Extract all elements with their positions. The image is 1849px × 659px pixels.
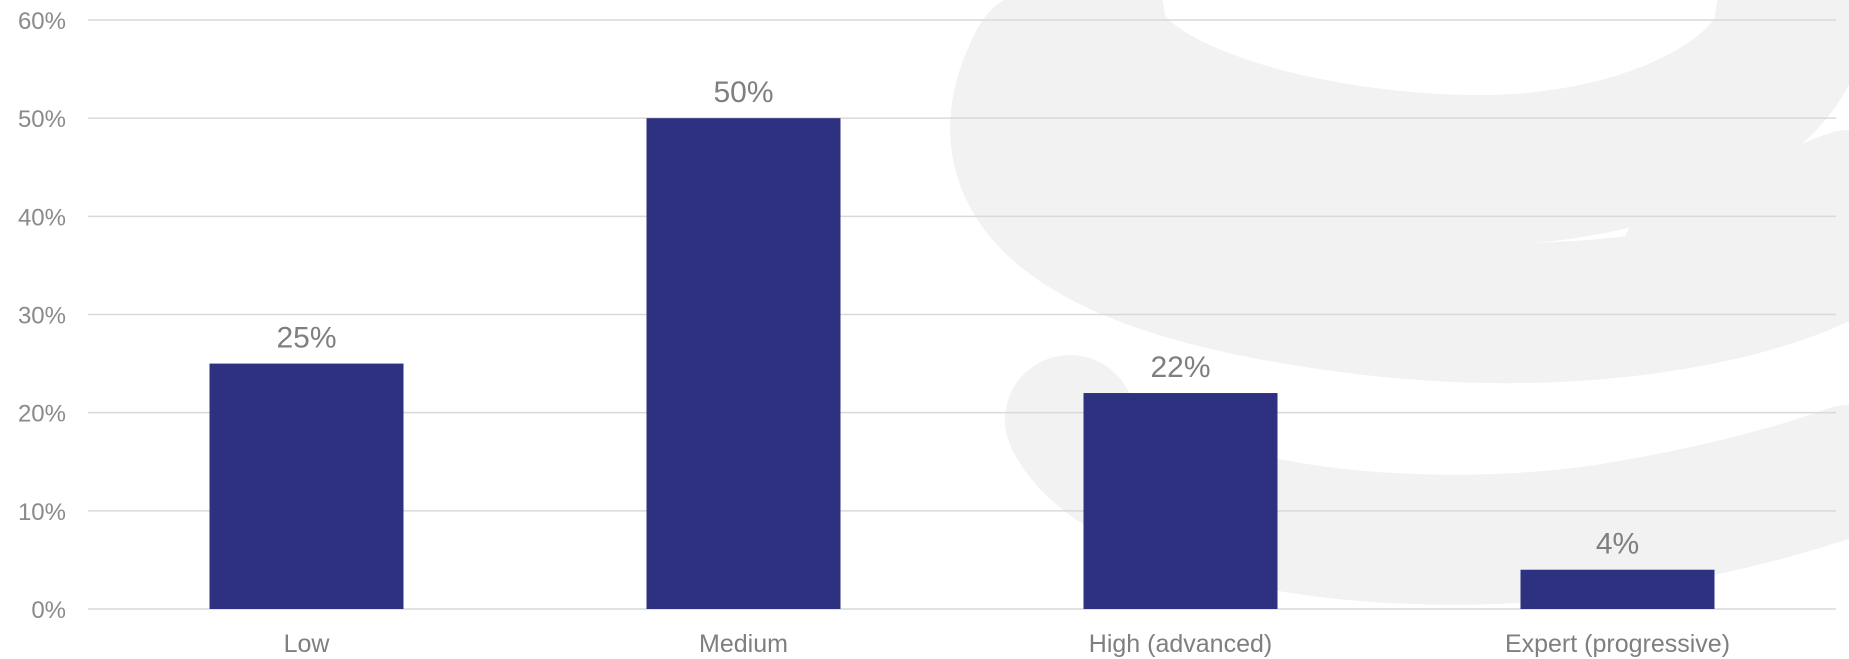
x-tick-label: Medium xyxy=(699,630,788,658)
y-axis-ticks: 0% 10% 20% 30% 40% 50% 60% xyxy=(18,8,66,624)
data-label: 25% xyxy=(276,322,336,355)
bar xyxy=(1520,569,1715,609)
y-tick-label: 50% xyxy=(18,106,66,133)
x-axis-labels: Low Medium High (advanced) Expert (progress… xyxy=(284,630,1730,658)
y-tick-label: 20% xyxy=(18,401,66,428)
x-tick-label: Low xyxy=(284,630,331,658)
y-tick-label: 60% xyxy=(18,8,66,35)
data-labels: 25% 50% 22% 4% xyxy=(276,76,1639,561)
y-tick-label: 40% xyxy=(18,204,66,231)
watermark-arc-right xyxy=(1620,130,1849,320)
bar xyxy=(209,363,404,609)
data-label: 50% xyxy=(713,76,773,109)
bar xyxy=(1083,393,1278,609)
bar xyxy=(646,118,841,610)
x-tick-label: High (advanced) xyxy=(1089,630,1272,658)
bar-series xyxy=(209,118,1715,610)
y-tick-label: 10% xyxy=(18,499,66,526)
data-label: 22% xyxy=(1150,351,1210,384)
watermark-arc-top xyxy=(1015,0,1849,246)
y-tick-label: 0% xyxy=(31,597,66,624)
x-tick-label: Expert (progressive) xyxy=(1505,630,1730,658)
data-label: 4% xyxy=(1596,528,1639,561)
y-tick-label: 30% xyxy=(18,303,66,330)
